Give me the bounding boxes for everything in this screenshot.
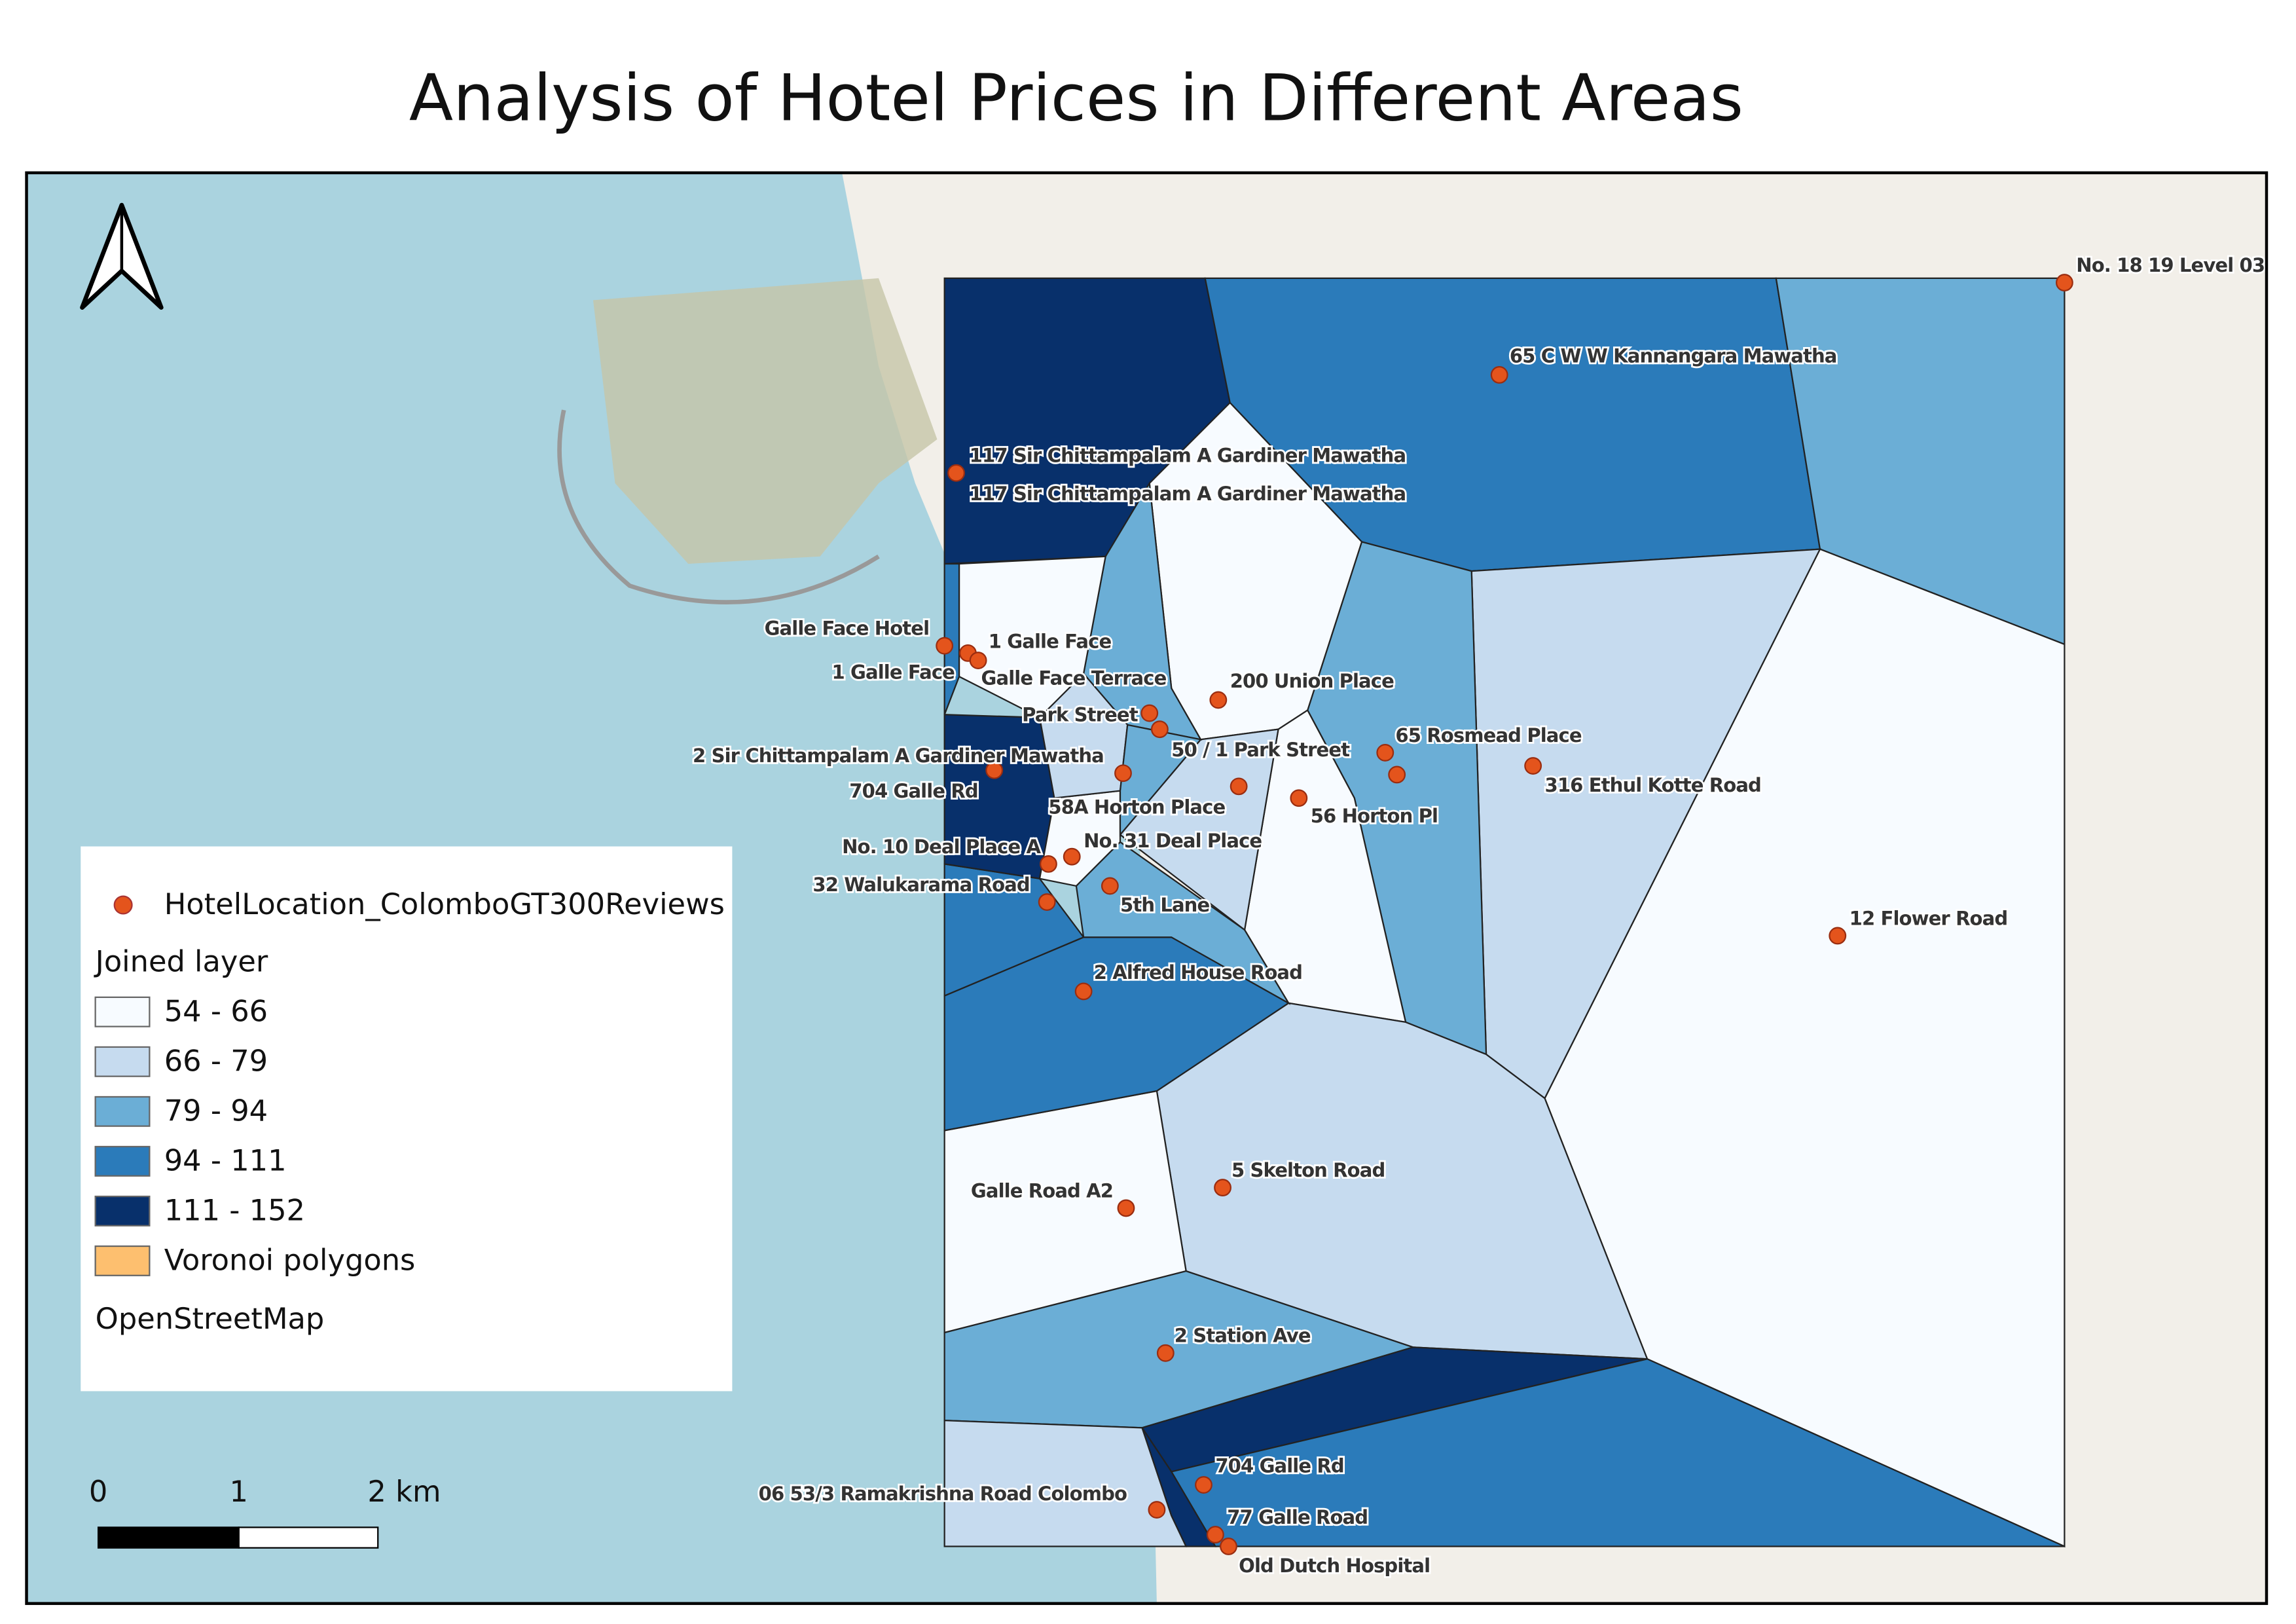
hotel-label: 58A Horton Place bbox=[1048, 796, 1225, 818]
hotel-label: 2 Station Ave bbox=[1175, 1325, 1311, 1347]
legend-swatch bbox=[94, 1096, 151, 1127]
hotel-label: 1 Galle Face bbox=[989, 631, 1112, 653]
hotel-label: Galle Face Terrace bbox=[981, 667, 1167, 690]
hotel-point bbox=[1156, 1344, 1175, 1362]
hotel-point bbox=[936, 637, 954, 655]
hotel-point bbox=[1038, 893, 1056, 911]
legend-swatch bbox=[94, 1046, 151, 1077]
scale-label: 2 km bbox=[367, 1474, 441, 1509]
hotel-point bbox=[1074, 982, 1093, 1001]
breakwater bbox=[557, 409, 880, 605]
hotel-point bbox=[1040, 855, 1057, 873]
hotel-label: 77 Galle Road bbox=[1227, 1506, 1368, 1528]
hotel-point bbox=[1114, 764, 1132, 783]
hotel-label: 316 Ethul Kotte Road bbox=[1545, 774, 1761, 796]
hotel-point bbox=[1063, 847, 1081, 866]
legend: HotelLocation_ColomboGT300Reviews Joined… bbox=[81, 846, 733, 1392]
hotel-point bbox=[1388, 766, 1406, 784]
legend-label: 66 - 79 bbox=[164, 1044, 268, 1079]
scale-segment bbox=[238, 1526, 379, 1549]
legend-swatch bbox=[94, 1245, 151, 1276]
legend-label: Voronoi polygons bbox=[164, 1243, 416, 1278]
hotel-point bbox=[1140, 704, 1159, 722]
legend-swatch bbox=[94, 1145, 151, 1177]
hotel-point bbox=[969, 652, 987, 669]
hotel-label: 50 / 1 Park Street bbox=[1171, 739, 1350, 761]
scale-segment bbox=[97, 1526, 240, 1549]
hotel-point bbox=[985, 761, 1004, 779]
scale-label: 0 bbox=[89, 1474, 107, 1509]
hotel-label: Park Street bbox=[1022, 704, 1139, 726]
legend-label: 79 - 94 bbox=[164, 1094, 268, 1128]
polygon bbox=[1141, 1427, 1217, 1547]
hotel-point bbox=[1206, 1526, 1224, 1544]
hotel-point bbox=[1230, 777, 1248, 796]
legend-label: HotelLocation_ColomboGT300Reviews bbox=[164, 887, 725, 921]
legend-point-symbol bbox=[113, 895, 133, 915]
hotel-label: 2 Sir Chittampalam A Gardiner Mawatha bbox=[693, 745, 1104, 767]
hotel-point bbox=[1117, 1199, 1135, 1217]
hotel-label: 65 C W W Kannangara Mawatha bbox=[1510, 345, 1837, 367]
hotel-label: 06 53/3 Ramakrishna Road Colombo bbox=[759, 1483, 1127, 1505]
polygon bbox=[943, 563, 960, 715]
hotel-point bbox=[1290, 789, 1308, 807]
hotel-point bbox=[1148, 1501, 1166, 1519]
hotel-label: 56 Horton Pl bbox=[1311, 805, 1438, 827]
hotel-label: 704 Galle Rd bbox=[1215, 1455, 1343, 1477]
legend-label: OpenStreetMap bbox=[96, 1301, 325, 1336]
hotel-label: 1 Galle Face bbox=[831, 661, 955, 684]
hotel-label: No. 31 Deal Place bbox=[1084, 830, 1262, 852]
hotel-point bbox=[1524, 757, 1542, 775]
legend-group-title: Joined layer bbox=[94, 944, 268, 978]
legend-swatch bbox=[94, 996, 151, 1027]
hotel-layer: No. 18 19 Level 03 65 C W W Kannangara Ma… bbox=[691, 252, 2267, 1578]
hotel-point bbox=[947, 464, 965, 482]
legend-label: 54 - 66 bbox=[164, 993, 268, 1028]
hotel-point bbox=[2055, 274, 2073, 292]
hotel-label: 2 Alfred House Road bbox=[1094, 961, 1302, 984]
legend-box bbox=[81, 846, 733, 1392]
hotel-label: 65 Rosmead Place bbox=[1395, 724, 1581, 747]
hotel-point bbox=[1220, 1538, 1237, 1555]
hotel-label: No. 18 19 Level 03 bbox=[2076, 254, 2265, 276]
map-border bbox=[25, 171, 2269, 1605]
hotel-point bbox=[1101, 877, 1119, 895]
hotel-point bbox=[1214, 1179, 1231, 1197]
port bbox=[592, 278, 938, 564]
legend-label: 94 - 111 bbox=[164, 1143, 287, 1178]
hotel-point bbox=[1150, 720, 1169, 739]
hotel-label: 117 Sir Chittampalam A Gardiner Mawatha bbox=[970, 483, 1406, 505]
map-title: Analysis of Hotel Prices in Different Ar… bbox=[409, 61, 1743, 136]
legend-swatch bbox=[94, 1195, 151, 1227]
hotel-label: Galle Road A2 bbox=[971, 1179, 1113, 1202]
hotel-label: 704 Galle Rd bbox=[849, 780, 977, 802]
hotel-point bbox=[1195, 1476, 1212, 1494]
hotel-label: 117 Sir Chittampalam A Gardiner Mawatha bbox=[970, 445, 1406, 467]
hotel-label: No. 10 Deal Place A bbox=[842, 836, 1041, 858]
hotel-point bbox=[1829, 927, 1847, 945]
hotel-label: Galle Face Hotel bbox=[765, 618, 930, 640]
hotel-point bbox=[1376, 744, 1394, 762]
north-arrow bbox=[80, 202, 164, 310]
hotel-label: Old Dutch Hospital bbox=[1239, 1555, 1430, 1577]
hotel-point bbox=[1490, 366, 1508, 384]
hotel-point bbox=[1209, 691, 1228, 709]
hotel-label: 200 Union Place bbox=[1230, 670, 1394, 692]
scale-label: 1 bbox=[230, 1474, 248, 1509]
hotel-label: 32 Walukarama Road bbox=[812, 874, 1029, 896]
hotel-label: 5th Lane bbox=[1120, 894, 1209, 916]
voronoi-polygons bbox=[943, 277, 2066, 1548]
legend-label: 111 - 152 bbox=[164, 1193, 305, 1228]
hotel-label: 5 Skelton Road bbox=[1231, 1159, 1385, 1181]
scale-bar: 0 1 2 km bbox=[89, 1474, 441, 1549]
hotel-label: 12 Flower Road bbox=[1850, 907, 2008, 929]
